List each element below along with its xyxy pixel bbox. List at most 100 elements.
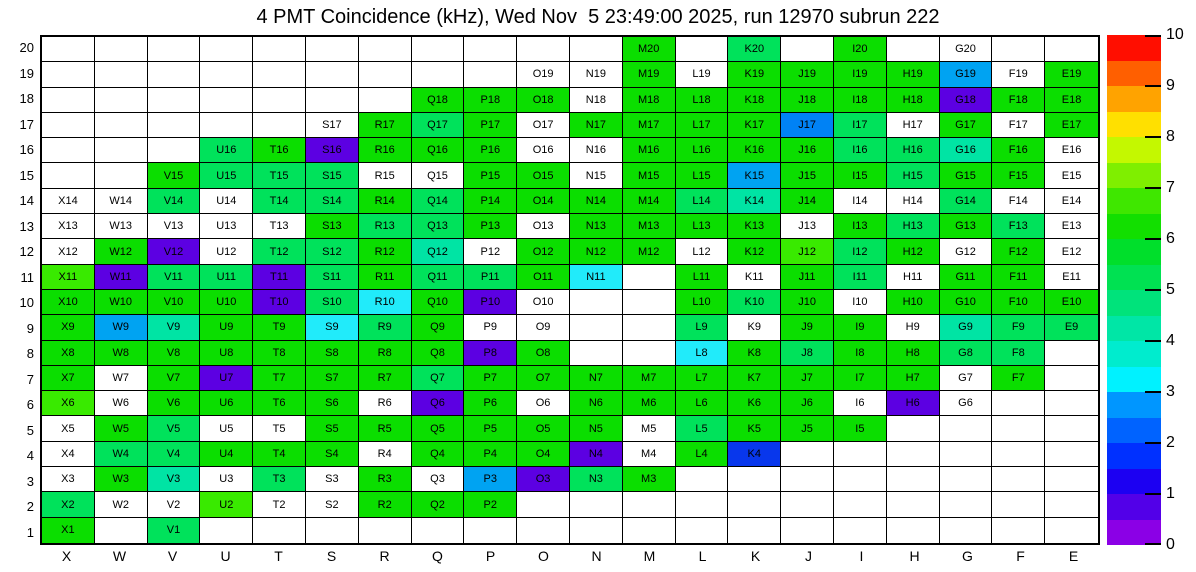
colorbar-tick [1145,391,1161,393]
grid-cell-n13: N13 [569,214,623,240]
grid-cell-empty [1045,467,1098,493]
grid-cell-n17: N17 [569,112,623,139]
grid-cell-g6: G6 [939,391,993,417]
grid-cell-f13: F13 [992,214,1046,240]
grid-cell-g10: G10 [939,289,993,316]
grid-cell-w12: W12 [94,239,148,265]
grid-cell-j9: J9 [781,315,834,341]
grid-cell-u3: U3 [200,467,254,493]
grid-cell-empty [781,467,834,493]
grid-cell-empty [886,416,940,442]
grid-cell-m5: M5 [622,416,676,442]
grid-cell-p5: P5 [464,416,518,442]
grid-cell-empty [42,163,95,189]
grid-cell-j19: J19 [781,62,834,88]
grid-cell-empty [147,112,201,139]
grid-cell-empty [728,492,782,518]
grid-cell-q17: Q17 [411,112,465,139]
grid-cell-l13: L13 [675,214,729,240]
grid-cell-empty [833,492,887,518]
grid-cell-f10: F10 [992,289,1046,316]
x-tick-label: X [61,548,72,564]
grid-cell-empty [42,138,95,164]
grid-cell-empty [940,517,993,543]
y-axis-labels: 20 19 18 17 16 15 14 13 12 11 10 9 8 7 6 5 4 3 2 1 [8,35,34,545]
colorbar [1107,35,1161,545]
grid-cell-o4: O4 [517,441,570,468]
grid-cell-empty [94,87,148,113]
grid-cell-x12: X12 [42,239,95,265]
x-tick-label: F [1016,548,1025,564]
grid-cell-empty [622,289,676,316]
grid-cell-n16: N16 [569,138,623,164]
grid-cell-l9: L9 [675,315,729,341]
y-tick-label: 7 [26,371,34,387]
grid-cell-g8: G8 [939,340,993,366]
grid-cell-k16: K16 [728,138,782,164]
grid-cell-l7: L7 [675,365,729,392]
grid-cell-i5: I5 [833,416,887,442]
grid-cell-m6: M6 [622,391,676,417]
grid-cell-empty [1045,442,1098,468]
grid-cell-empty [622,264,676,290]
grid-cell-empty [42,62,95,88]
grid-cell-q18: Q18 [411,87,465,113]
y-tick-label: 11 [20,269,35,285]
grid-cell-n3: N3 [569,467,623,493]
grid-cell-w3: W3 [94,467,148,493]
grid-cell-empty [569,37,623,63]
colorbar-segment [1107,86,1161,112]
colorbar-tick-labels: 0 1 2 3 4 5 6 7 8 9 10 [1166,26,1196,553]
grid-cell-l17: L17 [675,112,729,139]
grid-cell-x2: X2 [42,492,95,518]
grid-cell-f7: F7 [992,365,1046,392]
grid-cell-h11: H11 [886,264,940,290]
x-tick-label: W [112,548,127,564]
grid-cell-empty [1045,341,1098,366]
grid-cell-o19: O19 [517,62,570,88]
grid-cell-empty [253,87,306,113]
grid-cell-s14: S14 [305,188,359,215]
grid-cell-p8: P8 [464,340,518,366]
grid-cell-u12: U12 [200,239,254,265]
grid-cell-q8: Q8 [411,340,465,366]
grid-cell-l5: L5 [675,416,729,442]
grid-cell-p18: P18 [464,87,518,113]
grid-cell-k7: K7 [728,365,782,392]
colorbar-tick-label: 0 [1166,536,1175,553]
colorbar-segment [1107,35,1161,61]
grid-cell-i12: I12 [833,239,887,265]
grid-cell-empty [675,492,729,518]
y-tick-label: 14 [19,193,34,209]
grid-cell-f9: F9 [992,315,1046,341]
grid-cell-x4: X4 [42,441,95,468]
grid-cell-n18: N18 [569,87,623,113]
grid-cell-p4: P4 [464,441,518,468]
grid-cell-u4: U4 [200,441,254,468]
grid-cell-w5: W5 [94,416,148,442]
grid-cell-p10: P10 [464,289,518,316]
grid-cell-u8: U8 [200,340,254,366]
colorbar-segment [1107,264,1161,290]
grid-cell-m19: M19 [622,62,676,88]
grid-cell-v3: V3 [147,467,201,493]
grid-cell-empty [781,37,834,63]
grid-cell-empty [200,517,254,543]
colorbar-tick [1145,340,1161,342]
grid-cell-l16: L16 [675,138,729,164]
heatmap-grid: M20 K20 I20 G20 O19 N19 M19 L19 K19 J19 I19 H19 G19 F… [40,35,1100,545]
grid-cell-v4: V4 [147,441,201,468]
grid-cell-o18: O18 [517,87,570,113]
grid-cell-v11: V11 [147,264,201,290]
grid-cell-empty [1045,518,1098,543]
grid-cell-g20: G20 [939,37,993,63]
grid-cell-n7: N7 [569,365,623,392]
y-tick-label: 12 [19,244,34,260]
grid-cell-empty [464,37,518,63]
grid-cell-empty [200,62,254,88]
colorbar-segment [1107,60,1161,86]
colorbar-ticks [1107,35,1161,545]
grid-cell-t14: T14 [253,188,306,215]
grid-cell-e19: E19 [1045,62,1098,88]
grid-cell-w8: W8 [94,340,148,366]
